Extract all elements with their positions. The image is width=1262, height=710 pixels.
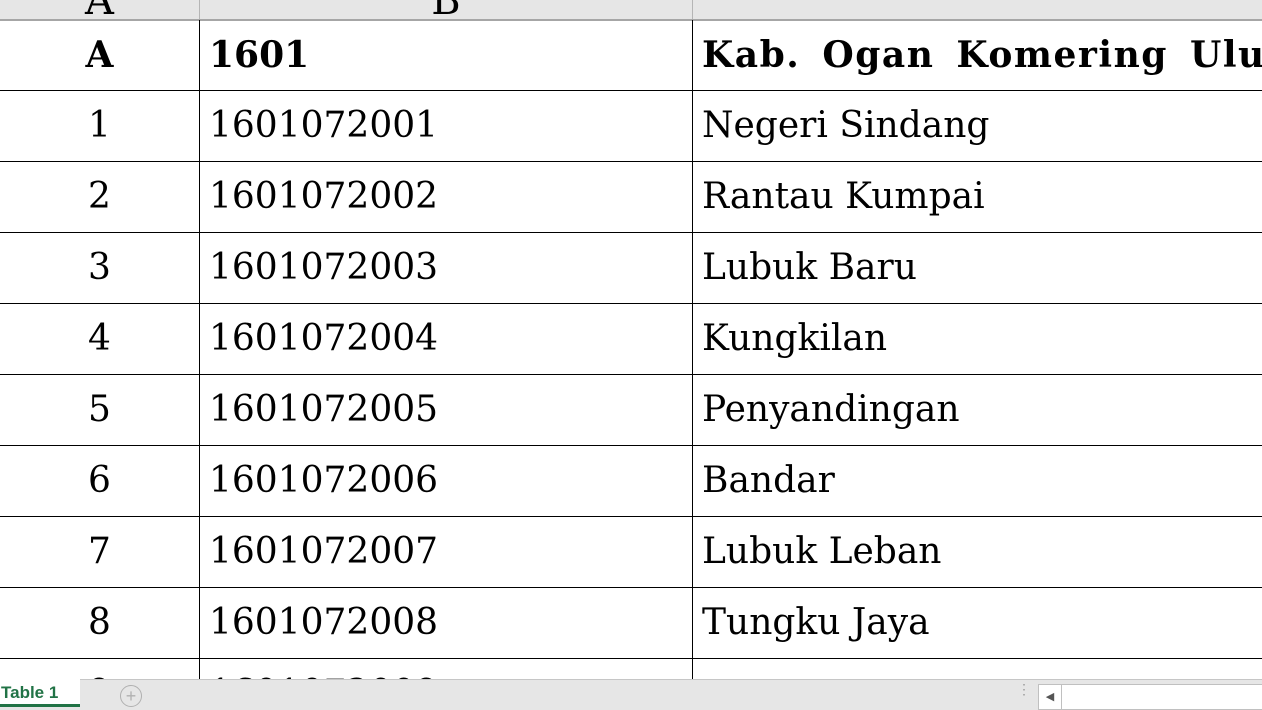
cell[interactable]: 4 (0, 304, 200, 374)
sheet-tab-bar: Table 1 + ⋮ ◀ (0, 679, 1262, 710)
cell[interactable]: 1601072009 (200, 659, 693, 680)
cell[interactable]: Negeri Sindang (702, 105, 990, 146)
sheet-tab-table-1[interactable]: Table 1 (0, 679, 80, 707)
cell[interactable]: 1 (0, 91, 200, 161)
table-row: 6 1601072006 Bandar (0, 446, 1262, 517)
header-row: A 1601 Kab. Ogan Komering Ulu (0, 20, 1262, 91)
cell[interactable]: Rantau Kumpai (702, 176, 985, 217)
horizontal-scrollbar[interactable]: ◀ (1038, 684, 1262, 710)
cell[interactable]: 5 (0, 375, 200, 445)
table-row: 1 1601072001 Negeri Sindang (0, 91, 1262, 162)
cell[interactable]: 1601072002 (200, 162, 693, 232)
cell[interactable]: 1601 (200, 20, 693, 90)
cell[interactable]: 9 (0, 659, 200, 680)
table-row: 5 1601072005 Penyandingan (0, 375, 1262, 446)
cell[interactable]: Kab. Ogan Komering Ulu (702, 34, 1262, 76)
cell[interactable]: Penyandingan (702, 389, 960, 430)
table-row: 4 1601072004 Kungkilan (0, 304, 1262, 375)
cell[interactable]: 1601072006 (200, 446, 693, 516)
scroll-left-icon[interactable]: ◀ (1039, 685, 1062, 709)
column-header-a[interactable]: A (0, 0, 200, 19)
table-row: 3 1601072003 Lubuk Baru (0, 233, 1262, 304)
cell[interactable]: 2 (0, 162, 200, 232)
splitter-handle[interactable]: ⋮ (1017, 681, 1031, 697)
cell[interactable]: A (0, 20, 200, 90)
plus-circle-icon[interactable]: + (120, 685, 142, 707)
cell[interactable]: Lubuk Leban (702, 531, 942, 572)
cell[interactable]: 1601072003 (200, 233, 693, 303)
column-header-bar: A B (0, 0, 1262, 21)
cell[interactable]: Lubuk Baru (702, 247, 917, 288)
cell[interactable]: 6 (0, 446, 200, 516)
table-row: 7 1601072007 Lubuk Leban (0, 517, 1262, 588)
cell[interactable]: Tungku Jaya (702, 602, 930, 643)
table-row: 2 1601072002 Rantau Kumpai (0, 162, 1262, 233)
table-row: 8 1601072008 Tungku Jaya (0, 588, 1262, 659)
cell[interactable]: 7 (0, 517, 200, 587)
cell[interactable]: Kungkilan (702, 318, 888, 359)
cell[interactable]: 8 (0, 588, 200, 658)
cell[interactable] (693, 659, 1262, 680)
cell[interactable]: 1601072005 (200, 375, 693, 445)
table-row: 91601072009 (0, 659, 1262, 680)
cell[interactable]: 1601072001 (200, 91, 693, 161)
column-header-c[interactable] (693, 0, 1262, 19)
cell[interactable]: 3 (0, 233, 200, 303)
cell[interactable]: 1601072004 (200, 304, 693, 374)
cell[interactable]: Bandar (702, 460, 835, 501)
spreadsheet-grid: A 1601 Kab. Ogan Komering Ulu 1 160107200… (0, 20, 1262, 680)
cell[interactable]: 1601072007 (200, 517, 693, 587)
cell[interactable]: 1601072008 (200, 588, 693, 658)
column-header-b[interactable]: B (200, 0, 693, 19)
